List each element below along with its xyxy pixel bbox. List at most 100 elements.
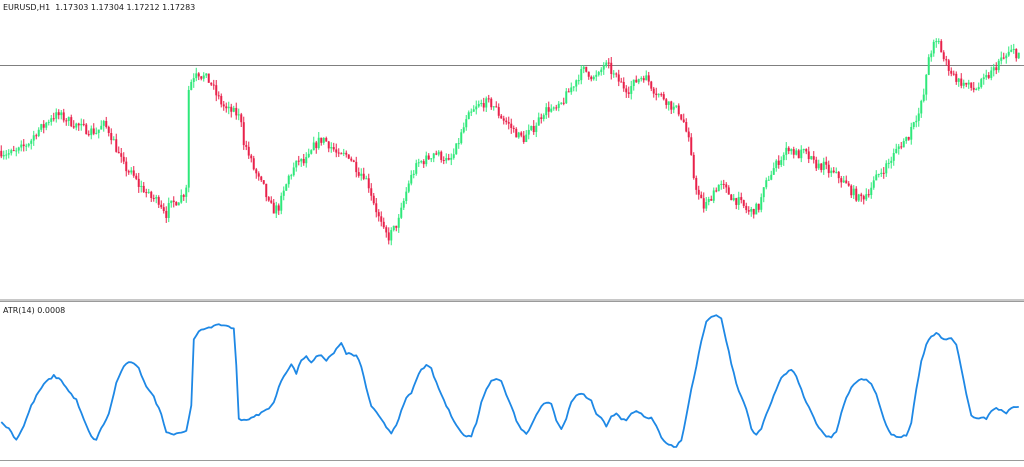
candle [865, 188, 868, 201]
candle [702, 192, 705, 213]
candle [852, 185, 855, 200]
candle [65, 118, 68, 126]
candle [487, 94, 490, 103]
candle [442, 156, 445, 165]
candle [337, 148, 340, 157]
candle [960, 73, 963, 89]
candle [125, 157, 128, 177]
candle [732, 194, 735, 202]
candle [372, 192, 375, 206]
candle [190, 79, 193, 91]
candle [167, 197, 170, 223]
candle [1000, 51, 1003, 65]
candle [777, 155, 780, 169]
candle [267, 196, 270, 202]
candlestick-chart[interactable] [0, 0, 1024, 299]
candle [967, 79, 970, 89]
candle [72, 120, 75, 129]
candle [137, 172, 140, 193]
candle [330, 142, 333, 153]
candle [657, 93, 660, 98]
candle [82, 119, 85, 127]
candle [1012, 43, 1015, 54]
candle [660, 92, 663, 97]
candle [342, 148, 345, 157]
candle [935, 38, 938, 48]
candle [632, 79, 635, 91]
candle [982, 73, 985, 85]
atr-line-chart[interactable] [0, 302, 1024, 461]
candle [302, 153, 305, 166]
candle [402, 198, 405, 210]
candle [35, 133, 38, 140]
candle [547, 101, 550, 118]
candle [507, 116, 510, 130]
current-price-marker [1020, 65, 1024, 66]
price-chart-pane[interactable]: EURUSD,H1 1.17303 1.17304 1.17212 1.1728… [0, 0, 1024, 300]
candle [805, 148, 808, 155]
candle [357, 167, 360, 178]
candle [542, 113, 545, 122]
candle [485, 96, 488, 113]
candle [875, 170, 878, 181]
candle [120, 148, 123, 163]
candle [85, 123, 88, 135]
candle [692, 152, 695, 180]
candle [580, 65, 583, 85]
candle [405, 187, 408, 205]
pane-separator[interactable] [0, 299, 1024, 301]
candle [647, 71, 650, 86]
candle [887, 158, 890, 169]
candle [892, 148, 895, 166]
candle [360, 168, 363, 181]
candle [227, 101, 230, 115]
atr-indicator-pane[interactable]: ATR(14) 0.0008 [0, 301, 1024, 461]
candle [142, 182, 145, 193]
candle [275, 201, 278, 219]
candle [562, 97, 565, 106]
candle [110, 128, 113, 145]
candle [377, 209, 380, 222]
candle [997, 58, 1000, 73]
candle [560, 102, 563, 105]
candle [722, 179, 725, 189]
candle [207, 73, 210, 83]
candle [27, 142, 30, 148]
candle [365, 175, 368, 180]
candle [145, 188, 148, 198]
candle [952, 70, 955, 76]
candle [90, 125, 93, 140]
symbol-header: EURUSD,H1 1.17303 1.17304 1.17212 1.1728… [3, 3, 196, 12]
candle [612, 70, 615, 78]
candle [505, 117, 508, 125]
candle [895, 143, 898, 154]
candle [272, 198, 275, 214]
candle [332, 142, 335, 152]
candle [255, 167, 258, 179]
candle [187, 85, 190, 193]
candle [975, 87, 978, 91]
candle [625, 85, 628, 98]
candle [412, 170, 415, 179]
time-axis[interactable] [0, 460, 1024, 467]
candle [380, 211, 383, 227]
candle [295, 160, 298, 172]
candle [455, 143, 458, 155]
candle [520, 131, 523, 138]
candle [370, 183, 373, 201]
candle [582, 65, 585, 74]
candle [317, 131, 320, 150]
candle [922, 88, 925, 103]
candle [597, 70, 600, 77]
candle [757, 203, 760, 213]
candle [407, 180, 410, 194]
candle [60, 110, 63, 120]
candle [382, 217, 385, 229]
candle [237, 108, 240, 121]
candle [835, 167, 838, 174]
candle [452, 148, 455, 160]
candle [962, 79, 965, 89]
candle [217, 91, 220, 100]
candle [247, 141, 250, 159]
candle [637, 78, 640, 85]
